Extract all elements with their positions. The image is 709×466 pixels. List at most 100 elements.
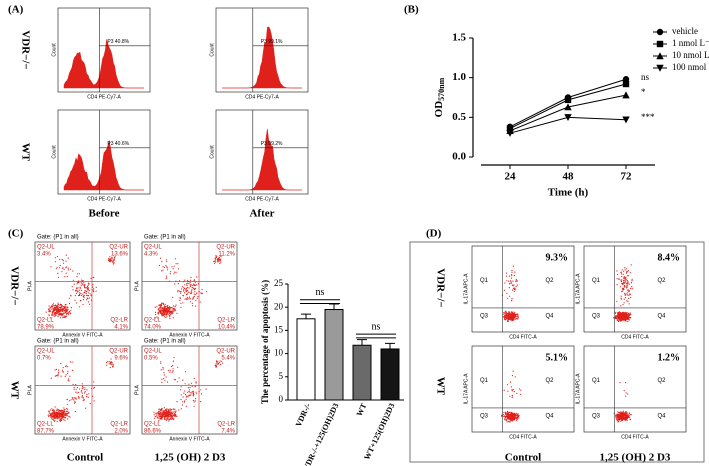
- event-dot: [88, 397, 89, 398]
- event-dot: [511, 412, 512, 413]
- event-dot: [76, 276, 77, 277]
- event-dot: [622, 291, 623, 292]
- event-dot: [181, 386, 182, 387]
- event-dot: [511, 283, 512, 284]
- event-dot: [195, 306, 196, 307]
- event-dot: [507, 414, 508, 415]
- gate-title: Gate: (P1 in all): [144, 235, 186, 241]
- event-dot: [173, 418, 174, 419]
- event-dot: [624, 317, 625, 318]
- event-dot: [182, 401, 183, 402]
- event-dot: [163, 413, 164, 414]
- event-dot: [623, 317, 624, 318]
- event-dot: [61, 306, 62, 307]
- event-dot: [170, 408, 171, 409]
- event-dot: [62, 317, 63, 318]
- event-dot: [161, 369, 162, 370]
- event-dot: [628, 318, 629, 319]
- quadrant-name: Q2-UL: [37, 245, 55, 251]
- event-dot: [155, 314, 156, 315]
- event-dot: [169, 313, 170, 314]
- event-dot: [514, 275, 515, 276]
- event-dot: [82, 386, 83, 387]
- event-dot: [509, 419, 510, 420]
- event-dot: [52, 314, 53, 315]
- event-dot: [90, 293, 91, 294]
- event-dot: [511, 316, 512, 317]
- event-dot: [84, 389, 85, 390]
- event-dot: [504, 290, 505, 291]
- event-dot: [158, 309, 159, 310]
- event-dot: [161, 408, 162, 409]
- event-dot: [193, 392, 194, 393]
- event-dot: [219, 259, 220, 260]
- event-dot: [74, 300, 75, 301]
- event-dot: [170, 271, 171, 272]
- event-dot: [78, 396, 79, 397]
- event-dot: [175, 411, 176, 412]
- event-dot: [114, 260, 115, 261]
- event-dot: [79, 295, 80, 296]
- event-dot: [164, 267, 165, 268]
- event-dot: [517, 314, 518, 315]
- event-dot: [173, 368, 174, 369]
- event-dot: [162, 315, 163, 316]
- event-dot: [75, 411, 76, 412]
- event-dot: [79, 273, 80, 274]
- event-dot: [186, 291, 187, 292]
- event-dot: [51, 309, 52, 310]
- event-dot: [625, 416, 626, 417]
- event-dot: [163, 372, 164, 373]
- event-dot: [58, 417, 59, 418]
- event-dot: [79, 388, 80, 389]
- event-dot: [627, 292, 628, 293]
- event-dot: [621, 280, 622, 281]
- event-dot: [52, 416, 53, 417]
- event-dot: [619, 412, 620, 413]
- event-dot: [108, 260, 109, 261]
- y-axis-label: PI-A: [134, 384, 140, 394]
- event-dot: [93, 291, 94, 292]
- quadrant-percent: 9.3%: [545, 252, 568, 263]
- event-dot: [86, 396, 87, 397]
- event-dot: [182, 295, 183, 296]
- event-dot: [624, 314, 625, 315]
- event-dot: [190, 277, 191, 278]
- event-dot: [74, 387, 75, 388]
- significance-label: ***: [641, 112, 655, 122]
- event-dot: [155, 416, 156, 417]
- event-dot: [51, 413, 52, 414]
- event-dot: [177, 263, 178, 264]
- event-dot: [63, 411, 64, 412]
- event-dot: [60, 307, 61, 308]
- event-dot: [511, 311, 512, 312]
- event-dot: [170, 314, 171, 315]
- event-dot: [169, 412, 170, 413]
- event-dot: [173, 361, 174, 362]
- event-dot: [629, 314, 630, 315]
- event-dot: [162, 417, 163, 418]
- event-dot: [85, 290, 86, 291]
- quadrant-name: Q2-LL: [144, 422, 161, 428]
- event-dot: [216, 256, 217, 257]
- legend-label: 1 nmol L⁻¹: [672, 38, 709, 48]
- event-dot: [164, 306, 165, 307]
- gate-title: Gate: (P1 in all): [37, 235, 79, 241]
- column-label: 1,25 (OH) 2 D3: [600, 452, 671, 464]
- event-dot: [83, 299, 84, 300]
- event-dot: [169, 318, 170, 319]
- event-dot: [195, 300, 196, 301]
- event-dot: [88, 283, 89, 284]
- event-dot: [181, 394, 182, 395]
- event-dot: [180, 298, 181, 299]
- event-dot: [53, 415, 54, 416]
- event-dot: [96, 287, 97, 288]
- event-dot: [159, 310, 160, 311]
- event-dot: [166, 411, 167, 412]
- event-dot: [191, 289, 192, 290]
- event-dot: [183, 393, 184, 394]
- event-dot: [174, 272, 175, 273]
- event-dot: [182, 404, 183, 405]
- event-dot: [71, 307, 72, 308]
- event-dot: [167, 381, 168, 382]
